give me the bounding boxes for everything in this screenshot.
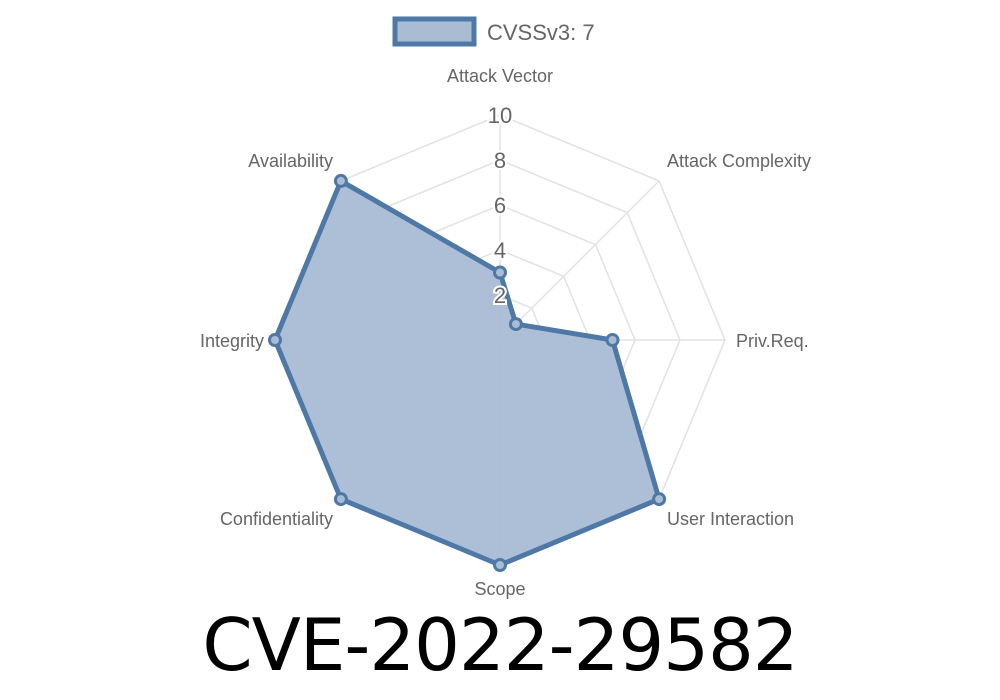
data-point: [508, 317, 523, 332]
legend-label: CVSSv3: 7: [487, 20, 595, 45]
data-point: [605, 333, 620, 347]
tick-label: 10: [488, 103, 512, 128]
data-point: [493, 558, 507, 572]
data-point: [333, 173, 348, 188]
tick-label: 2: [494, 283, 506, 308]
axis-label: Scope: [474, 579, 525, 599]
data-point: [493, 265, 507, 280]
tick-label: 6: [494, 193, 506, 218]
tick-label: 4: [494, 238, 506, 263]
axis-label: Attack Vector: [447, 66, 553, 86]
data-point: [652, 492, 667, 507]
data-point: [268, 333, 282, 347]
axis-label: Confidentiality: [220, 509, 333, 529]
page-title: CVE-2022-29582: [202, 603, 798, 687]
axis-label: Availability: [248, 151, 333, 171]
data-point: [333, 492, 348, 507]
axis-line: [499, 180, 660, 341]
legend-swatch: [392, 16, 477, 47]
axis-label: Attack Complexity: [667, 151, 811, 171]
tick-label: 8: [494, 148, 506, 173]
axis-label: Integrity: [200, 331, 264, 351]
axis-label: User Interaction: [667, 509, 794, 529]
axis-label: Priv.Req.: [736, 331, 809, 351]
